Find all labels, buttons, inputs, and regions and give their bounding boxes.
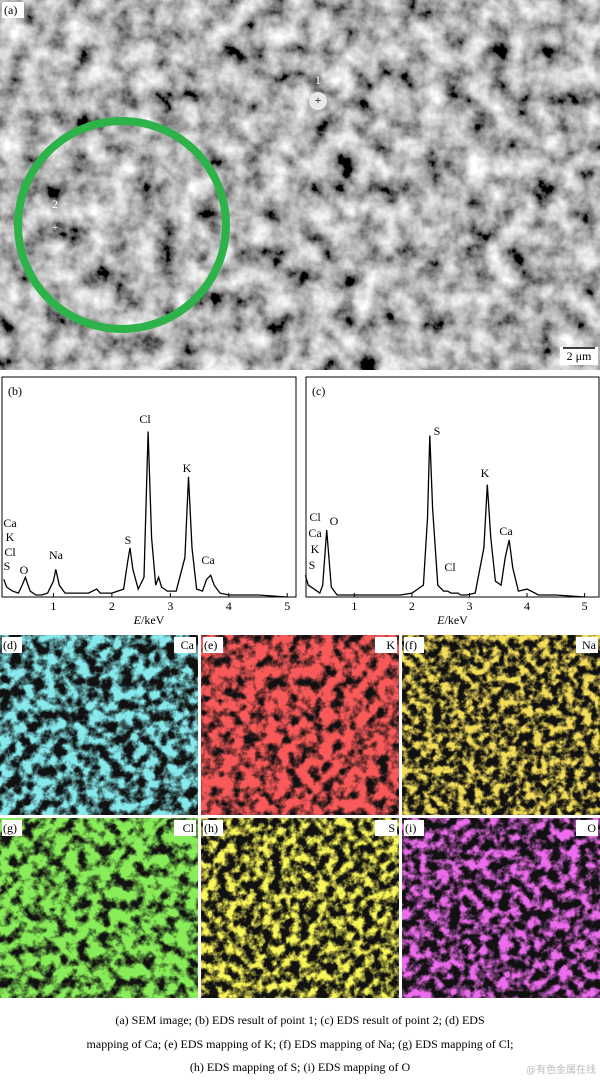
element-label: Na (582, 638, 597, 652)
point-marker (309, 92, 327, 110)
label-box (2, 820, 22, 836)
peak-label: Ca (3, 516, 17, 530)
peak-label: K (6, 530, 15, 544)
element-label: S (388, 821, 395, 835)
peak-label: O (20, 563, 29, 577)
map-signal (0, 635, 198, 815)
x-axis-var: E (436, 613, 445, 627)
x-axis-unit: /keV (141, 613, 165, 627)
watermark: @有色金属在线 (526, 1063, 596, 1076)
label-box (375, 820, 397, 836)
x-axis-var: E (133, 613, 142, 627)
map-signal (402, 635, 600, 815)
peak-label: Ca (201, 553, 215, 567)
peak-label: Ca (308, 526, 322, 540)
panel-label: (g) (3, 821, 17, 835)
panel-label: (b) (8, 384, 22, 398)
scale-bar-label: 2 μm (567, 349, 592, 363)
element-label: O (587, 821, 596, 835)
cross: + (315, 93, 322, 107)
cross: + (52, 220, 59, 234)
point-label: 1 (315, 73, 321, 87)
point-label: 2 (52, 197, 58, 211)
peak-label: S (434, 424, 441, 438)
x-axis-unit: /keV (445, 613, 469, 627)
panel-label: (i) (405, 821, 416, 835)
label-box (404, 637, 424, 653)
map-signal (201, 818, 399, 998)
label-box (375, 637, 397, 653)
x-tick-label: 1 (351, 599, 357, 613)
caption: mapping of Ca; (e) EDS mapping of K; (f)… (87, 1037, 514, 1051)
caption: (a) SEM image; (b) EDS result of point 1… (115, 1013, 484, 1027)
x-tick-label: 3 (466, 599, 472, 613)
peak-label: Na (49, 548, 64, 562)
peak-label: Ca (499, 524, 513, 538)
peak-label: K (481, 466, 490, 480)
plot-frame (305, 376, 600, 598)
peak-label: S (4, 559, 11, 573)
peak-label: K (183, 461, 192, 475)
label-box (203, 637, 223, 653)
peak-label: S (125, 533, 132, 547)
scale-box (560, 347, 598, 365)
panel-label: (f) (405, 638, 417, 652)
x-tick-label: 1 (50, 599, 56, 613)
highlight-circle (14, 117, 230, 333)
x-tick-label: 2 (409, 599, 415, 613)
peak-label: Cl (309, 510, 321, 524)
label-box (576, 820, 598, 836)
panel-label: (h) (204, 821, 218, 835)
peak-label: Cl (139, 412, 151, 426)
x-tick-label: 3 (167, 599, 173, 613)
sem-texture (0, 0, 600, 370)
map-signal (0, 818, 198, 998)
label-box (174, 820, 196, 836)
x-tick-label: 5 (582, 599, 588, 613)
x-tick-label: 5 (284, 599, 290, 613)
panel-label: (e) (204, 638, 217, 652)
map-signal (201, 635, 399, 815)
label-box (203, 820, 223, 836)
panel-label: (a) (4, 3, 17, 17)
x-tick-label: 4 (524, 599, 530, 613)
spectrum-line (304, 435, 585, 598)
element-label: Ca (181, 638, 195, 652)
caption: (h) EDS mapping of S; (i) EDS mapping of… (190, 1060, 411, 1074)
panel-label: (c) (312, 384, 325, 398)
x-tick-label: 2 (109, 599, 115, 613)
element-label: K (386, 638, 395, 652)
peak-label: K (311, 542, 320, 556)
panel-label: (d) (3, 638, 17, 652)
label-box (576, 637, 598, 653)
plot-frame (1, 376, 297, 598)
spectrum-line (3, 431, 288, 598)
x-tick-label: 4 (226, 599, 232, 613)
peak-label: Cl (444, 560, 456, 574)
element-label: Cl (183, 821, 195, 835)
label-box (2, 2, 24, 18)
x-axis-label: E/keV (133, 613, 165, 627)
label-box (174, 637, 196, 653)
x-axis-label: E/keV (436, 613, 468, 627)
peak-label: O (330, 514, 339, 528)
label-box (2, 637, 22, 653)
map-signal (402, 818, 600, 998)
peak-label: Cl (4, 545, 16, 559)
label-box (404, 820, 424, 836)
peak-label: S (309, 558, 316, 572)
